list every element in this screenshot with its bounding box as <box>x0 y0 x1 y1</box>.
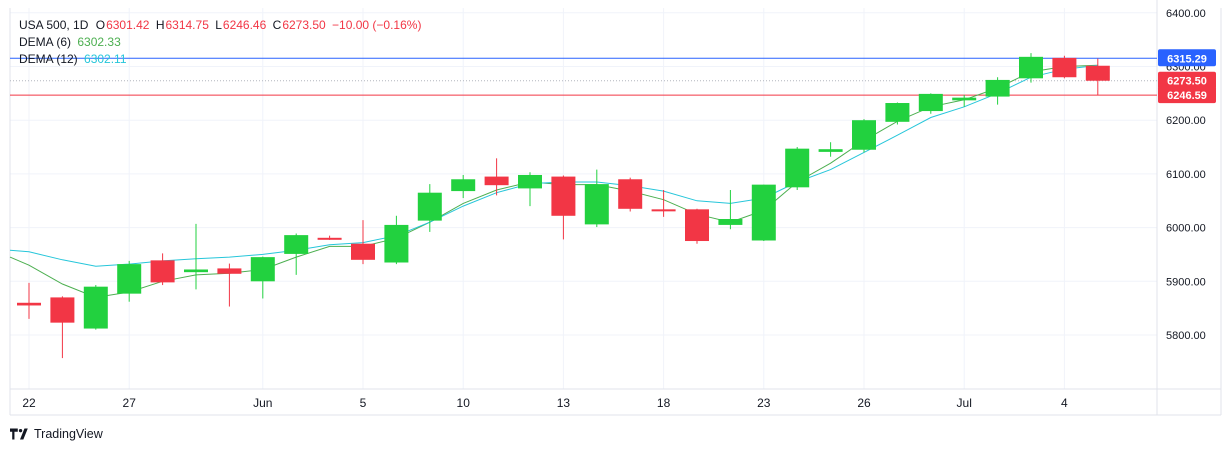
y-tick-label: 6200.00 <box>1166 115 1206 127</box>
x-axis-labels: 22 27 Jun 5 10 13 18 23 26 Jul 4 <box>22 396 1068 410</box>
price-tag-label: 6273.50 <box>1167 76 1207 88</box>
candle-body <box>17 302 41 306</box>
dema6-row: DEMA (6) 6302.33 <box>19 34 421 51</box>
candle-body <box>685 209 709 242</box>
high-value: 6314.75 <box>165 18 209 32</box>
price-tags: 6315.29 6273.50 6246.59 <box>1158 49 1216 104</box>
price-tag-bg <box>1158 86 1216 104</box>
candle-body <box>451 179 476 192</box>
candle-body <box>217 268 242 274</box>
price-lines <box>10 57 1157 96</box>
candle-body <box>852 120 876 150</box>
candle-body <box>83 286 108 329</box>
candle-body <box>317 237 342 240</box>
candle-body <box>985 79 1010 97</box>
axes <box>9 0 1222 416</box>
candle-body <box>484 176 509 186</box>
x-tick-label: 18 <box>657 396 671 410</box>
candle-body <box>818 149 843 152</box>
x-tick-label: Jul <box>957 396 972 410</box>
high-label: H <box>155 18 165 32</box>
y-tick-label: 5800.00 <box>1166 330 1206 342</box>
close-value: 6273.50 <box>282 18 326 32</box>
y-tick-label: 6100.00 <box>1166 169 1206 181</box>
interval: 1D <box>73 18 89 32</box>
dema12-line <box>9 64 1098 267</box>
price-tag-bg <box>1158 71 1216 89</box>
dema12-value: 6302.11 <box>84 52 127 66</box>
candle-body <box>1019 56 1043 79</box>
candle-body <box>384 224 409 263</box>
x-tick-label: 26 <box>857 396 871 410</box>
candle-body <box>785 148 810 188</box>
low-value: 6246.46 <box>222 18 267 32</box>
y-tick-label: 5900.00 <box>1166 276 1206 288</box>
candle-body <box>284 235 309 254</box>
price-tag-label: 6315.29 <box>1167 53 1207 65</box>
x-tick-label: 10 <box>457 396 471 410</box>
x-tick-label: Jun <box>253 396 272 410</box>
tradingview-brand[interactable]: TradingView <box>10 427 103 441</box>
candle-body <box>885 103 910 122</box>
open-value: 6301.42 <box>106 18 150 32</box>
candle-body <box>551 176 576 216</box>
candle-body <box>751 184 776 241</box>
tradingview-logo-icon <box>10 428 28 440</box>
open-label: O <box>95 18 106 32</box>
dema6-label: DEMA (6) <box>19 35 72 49</box>
price-tag-bg <box>1158 49 1216 67</box>
x-tick-label: 27 <box>123 396 137 410</box>
close-label: C <box>272 18 282 32</box>
candle-body <box>1085 65 1110 81</box>
x-tick-label: 5 <box>360 396 367 410</box>
y-tick-label: 6000.00 <box>1166 223 1206 235</box>
candle-body <box>1052 57 1077 78</box>
symbol-name: USA 500 <box>19 18 67 32</box>
candle-body <box>117 264 142 294</box>
dema12-row: DEMA (12) 6302.11 <box>19 51 421 68</box>
ohlc-row: USA 500, 1D O6301.42 H6314.75 L6246.46 C… <box>19 18 422 32</box>
candle-body <box>250 257 275 282</box>
candle-body <box>50 297 75 323</box>
candle-body <box>618 179 643 209</box>
candle-body <box>150 260 175 283</box>
candle-body <box>651 209 676 212</box>
candle-body <box>918 93 943 112</box>
candle-body <box>184 269 208 273</box>
x-tick-label: 23 <box>757 396 771 410</box>
dema12-label: DEMA (12) <box>19 52 78 66</box>
chart-legend: USA 500, 1D O6301.42 H6314.75 L6246.46 C… <box>19 17 421 68</box>
dema6-value: 6302.33 <box>77 35 121 49</box>
change-value: −10.00 (−0.16%) <box>332 18 422 32</box>
dema-lines <box>9 64 1098 298</box>
candle-body <box>351 243 375 260</box>
price-tag-label: 6246.59 <box>1167 90 1207 102</box>
low-label: L <box>215 18 222 32</box>
candle-body <box>718 219 743 225</box>
candle-body <box>417 192 442 221</box>
x-tick-label: 4 <box>1061 396 1068 410</box>
candle-body <box>518 174 542 189</box>
brand-name: TradingView <box>34 427 103 441</box>
y-tick-label: 6400.00 <box>1166 8 1206 20</box>
candle-body <box>584 184 609 225</box>
candle-body <box>952 97 977 101</box>
candles <box>17 53 1110 359</box>
x-tick-label: 13 <box>557 396 571 410</box>
x-tick-label: 22 <box>22 396 36 410</box>
